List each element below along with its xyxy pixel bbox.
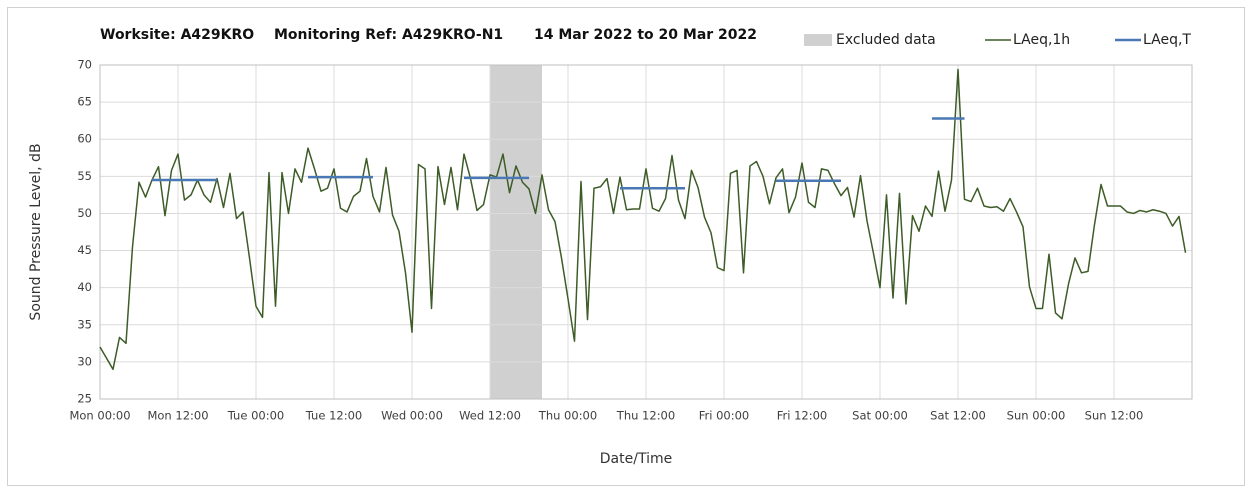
x-tick-label: Fri 12:00 [777, 409, 828, 423]
chart-title: Worksite: A429KRO [100, 27, 254, 43]
chart-title: 14 Mar 2022 to 20 Mar 2022 [534, 27, 757, 43]
y-tick-label: 30 [77, 354, 92, 368]
x-tick-label: Sat 12:00 [930, 409, 986, 423]
x-tick-label: Thu 00:00 [538, 409, 597, 423]
x-tick-label: Sun 12:00 [1085, 409, 1144, 423]
y-tick-label: 60 [77, 132, 92, 146]
x-tick-label: Mon 12:00 [147, 409, 208, 423]
x-tick-label: Fri 00:00 [699, 409, 750, 423]
x-tick-label: Tue 00:00 [227, 409, 284, 423]
y-tick-label: 40 [77, 280, 92, 294]
chart-frame [7, 7, 1245, 486]
y-tick-label: 50 [77, 206, 92, 220]
x-tick-label: Wed 00:00 [381, 409, 443, 423]
y-tick-label: 45 [77, 243, 92, 257]
excluded-band [490, 65, 542, 399]
y-tick-label: 25 [77, 392, 92, 406]
x-tick-label: Thu 12:00 [616, 409, 675, 423]
y-axis-title: Sound Pressure Level, dB [28, 143, 44, 320]
y-tick-label: 70 [77, 58, 92, 72]
legend-label: Excluded data [836, 32, 936, 48]
x-tick-label: Sat 00:00 [852, 409, 908, 423]
x-tick-label: Wed 12:00 [459, 409, 521, 423]
legend-swatch [804, 34, 832, 46]
chart-title: Monitoring Ref: A429KRO-N1 [274, 27, 503, 43]
x-tick-label: Sun 00:00 [1007, 409, 1066, 423]
legend-label: LAeq,1h [1013, 32, 1070, 48]
y-tick-label: 55 [77, 169, 92, 183]
plot-frame [99, 64, 1193, 400]
x-axis-title: Date/Time [600, 451, 672, 467]
y-tick-label: 65 [77, 95, 92, 109]
x-tick-label: Mon 00:00 [69, 409, 130, 423]
y-tick-label: 35 [77, 317, 92, 331]
x-tick-label: Tue 12:00 [305, 409, 362, 423]
legend-label: LAeq,T [1143, 32, 1191, 48]
